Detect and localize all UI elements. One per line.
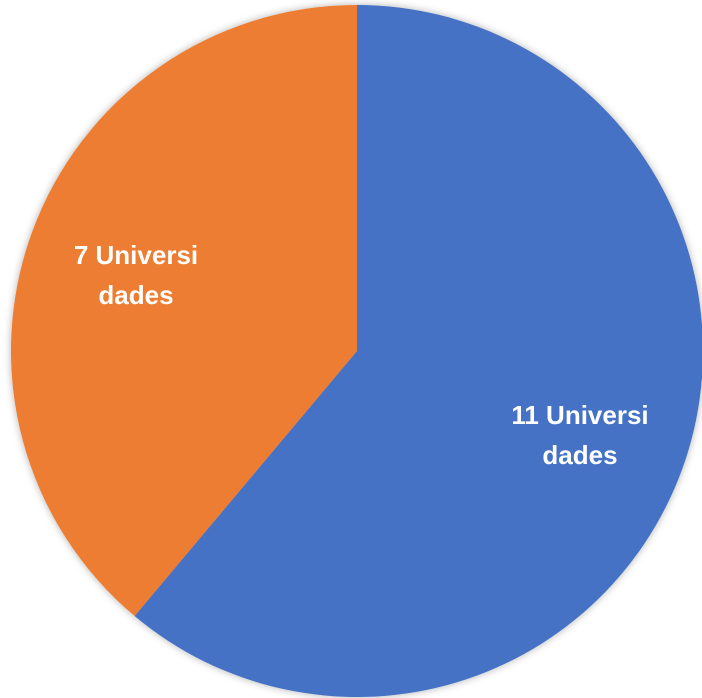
data-label: 11 Universidades xyxy=(511,400,649,470)
data-label: 7 Universidades xyxy=(73,240,199,310)
pie-slice xyxy=(134,5,702,697)
pie xyxy=(11,5,702,697)
pie-slice xyxy=(11,5,358,617)
